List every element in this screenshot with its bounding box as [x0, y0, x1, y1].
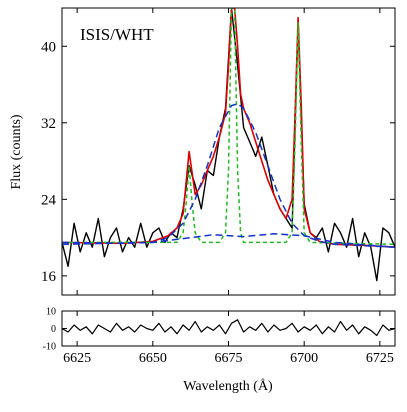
x-tick-label: 6650	[139, 351, 167, 366]
x-tick-label: 6625	[63, 351, 91, 366]
main-panel-axes: 16 24 32 40	[41, 8, 395, 295]
x-axis-label: Wavelength (Å)	[183, 378, 273, 394]
y-tick-label: 40	[41, 40, 56, 56]
y-tick-label: 16	[41, 269, 57, 285]
instrument-annotation: ISIS/WHT	[80, 25, 154, 44]
y-tick-label: -10	[43, 342, 56, 353]
x-tick-label: 6675	[215, 351, 243, 366]
y-axis-label: Flux (counts)	[9, 114, 24, 189]
main-panel-curves	[62, 8, 395, 282]
series-broad-component-secondary-line	[62, 233, 395, 248]
y-tick-label: 24	[41, 193, 57, 209]
y-tick-label: 0	[51, 324, 56, 335]
series-total-model-line	[62, 8, 395, 248]
y-tick-label: 10	[46, 307, 56, 318]
residual-panel-curves	[62, 319, 395, 337]
series-narrow-components-line	[62, 8, 395, 246]
y-tick-label: 32	[41, 116, 56, 132]
series-residuals-line	[62, 319, 395, 337]
x-tick-label: 6700	[290, 351, 318, 366]
x-tick-label: 6725	[366, 351, 394, 366]
series-observed-line	[62, 8, 395, 282]
residual-panel-axes: -10 0 10 6625 6650 6675 6700 6725	[43, 307, 395, 366]
